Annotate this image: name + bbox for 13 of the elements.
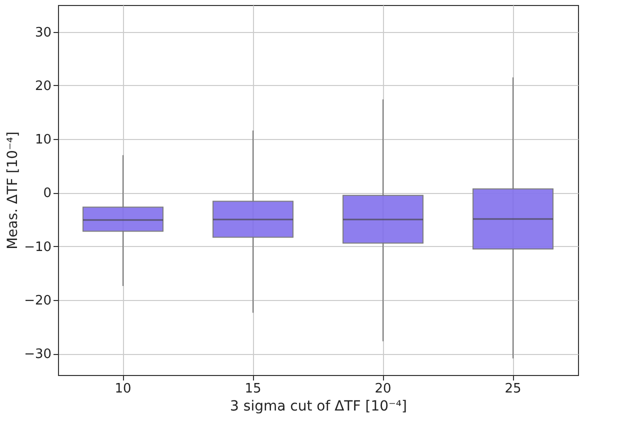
x-axis-title: 3 sigma cut of ΔTF [10⁻⁴] xyxy=(230,398,407,414)
x-tick-label: 10 xyxy=(114,382,132,396)
y-tick-label: 20 xyxy=(34,78,52,94)
y-tick-label: 0 xyxy=(43,186,52,202)
x-tick-label: 25 xyxy=(504,382,522,396)
x-tick-label: 15 xyxy=(244,382,262,396)
y-tick-label: 30 xyxy=(34,25,52,40)
y-tick-label: −30 xyxy=(24,347,52,362)
y-tick-label: 10 xyxy=(34,132,52,148)
y-tick-label: −10 xyxy=(24,240,52,255)
y-tick-label: −20 xyxy=(24,293,52,308)
y-axis-title: Meas. ΔTF [10⁻⁴] xyxy=(5,132,22,250)
x-tick-label: 20 xyxy=(374,382,392,396)
